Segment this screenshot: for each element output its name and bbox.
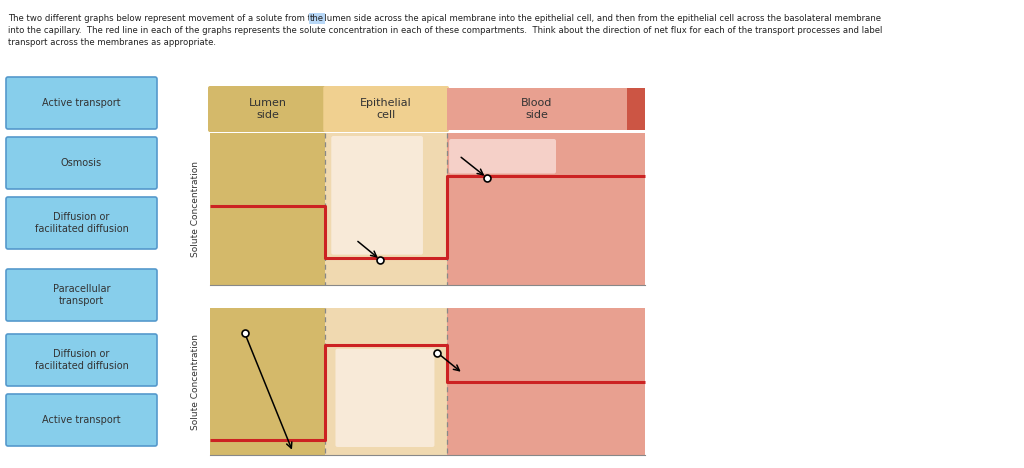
FancyBboxPatch shape — [208, 86, 328, 132]
Text: Blood
side: Blood side — [521, 98, 553, 120]
FancyBboxPatch shape — [6, 197, 157, 249]
Bar — [210, 133, 326, 285]
Bar — [447, 133, 645, 285]
Bar — [210, 308, 326, 455]
Bar — [627, 88, 645, 130]
Bar — [447, 308, 645, 455]
Text: Active transport: Active transport — [42, 98, 121, 108]
FancyBboxPatch shape — [6, 137, 157, 189]
FancyBboxPatch shape — [6, 334, 157, 386]
FancyBboxPatch shape — [6, 269, 157, 321]
Text: Diffusion or
facilitated diffusion: Diffusion or facilitated diffusion — [35, 212, 128, 234]
Text: The two different graphs below represent movement of a solute from the lumen sid: The two different graphs below represent… — [8, 14, 881, 23]
Text: Active transport: Active transport — [42, 415, 121, 425]
Bar — [447, 88, 645, 130]
FancyBboxPatch shape — [6, 394, 157, 446]
Text: the: the — [310, 14, 324, 23]
Text: Epithelial
cell: Epithelial cell — [360, 98, 412, 120]
Bar — [326, 133, 447, 285]
Text: Solute Concentration: Solute Concentration — [191, 334, 201, 430]
FancyBboxPatch shape — [450, 139, 556, 174]
FancyBboxPatch shape — [332, 136, 423, 255]
FancyBboxPatch shape — [336, 349, 434, 447]
Text: into the capillary.  The red line in each of the graphs represents the solute co: into the capillary. The red line in each… — [8, 26, 883, 35]
Bar — [326, 308, 447, 455]
FancyBboxPatch shape — [6, 77, 157, 129]
Text: Paracellular
transport: Paracellular transport — [53, 284, 111, 306]
Text: Lumen
side: Lumen side — [249, 98, 287, 120]
FancyBboxPatch shape — [324, 86, 450, 132]
Text: Diffusion or
facilitated diffusion: Diffusion or facilitated diffusion — [35, 349, 128, 371]
Text: transport across the membranes as appropriate.: transport across the membranes as approp… — [8, 38, 216, 47]
Text: Solute Concentration: Solute Concentration — [191, 161, 201, 257]
Text: Osmosis: Osmosis — [61, 158, 102, 168]
